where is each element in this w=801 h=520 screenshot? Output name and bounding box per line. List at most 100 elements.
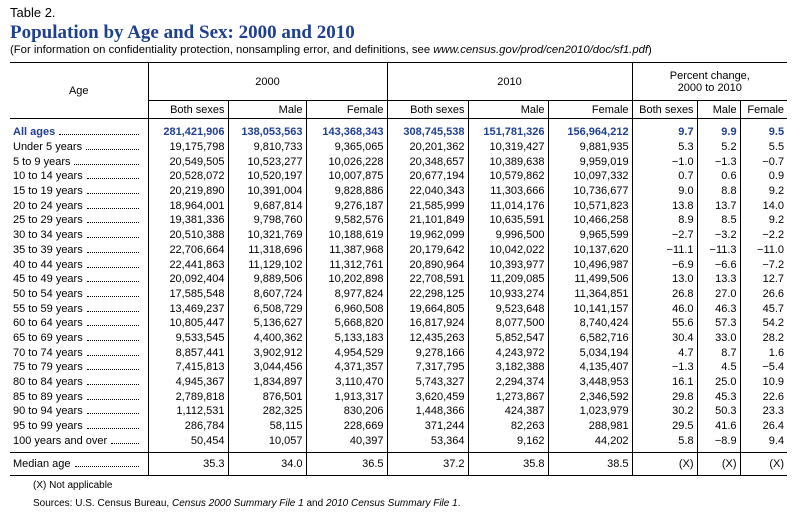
cell: 2,294,374 — [467, 374, 549, 390]
cell: 9.5 — [739, 118, 788, 140]
cell: 9,278,166 — [386, 345, 469, 360]
cell: 9,810,733 — [227, 139, 306, 155]
row-label-text: Under 5 years — [13, 141, 83, 154]
cell: −11.0 — [739, 242, 788, 258]
cell: −11.1 — [631, 242, 698, 258]
cell: 151,781,326 — [467, 118, 549, 140]
cell: −2.7 — [631, 227, 698, 243]
cell: 22,040,343 — [386, 183, 469, 199]
cell: (X) — [631, 452, 698, 476]
cell: 4,945,367 — [147, 374, 228, 390]
leader-dots — [86, 413, 139, 415]
table-row: All ages 281,421,906 138,053,563 143,368,34… — [10, 118, 788, 140]
row-label-text: 40 to 44 years — [13, 258, 83, 271]
leader-dots — [86, 295, 139, 297]
cell: 11,499,506 — [547, 271, 633, 287]
cell: 10,523,277 — [227, 154, 306, 170]
leader-dots — [86, 237, 139, 239]
cell: 7,317,795 — [386, 360, 469, 375]
cell: 8.5 — [696, 213, 741, 228]
row-label: 95 to 99 years — [10, 419, 148, 434]
age-header: Age — [10, 62, 149, 119]
row-label: Median age — [10, 452, 148, 476]
note-text: ) — [648, 44, 652, 56]
cell: 9.7 — [631, 118, 698, 140]
cell: 25.0 — [696, 374, 741, 390]
row-label-text: 60 to 64 years — [13, 317, 83, 330]
table-row: 80 to 84 years 4,945,367 1,834,897 3,110,47… — [10, 374, 788, 390]
leader-dots — [86, 266, 139, 268]
cell: 35.3 — [147, 452, 228, 476]
row-label-text: 35 to 39 years — [13, 243, 83, 256]
header-row: Age 2000 2010 Percent change, 2000 to 2010 — [10, 62, 788, 119]
cell: 11,387,968 — [305, 242, 388, 258]
cell: 286,784 — [147, 418, 228, 434]
leader-dots — [86, 251, 139, 253]
sources-title: 2010 Census Summary File 1 — [325, 498, 458, 509]
cell: −8.9 — [696, 433, 741, 453]
cell: 30.2 — [631, 404, 698, 419]
cell: 20,528,072 — [147, 169, 228, 184]
sources-title: Census 2000 Summary File 1 — [171, 498, 304, 509]
cell: 4,371,357 — [305, 360, 388, 375]
cell: 10,137,620 — [547, 242, 633, 258]
cell: 27.0 — [696, 286, 741, 302]
cell: 20,179,642 — [386, 242, 469, 258]
cell: 10,579,862 — [467, 169, 549, 184]
cell: 3,902,912 — [227, 345, 306, 360]
row-label-wrap: 50 to 54 years — [13, 287, 145, 301]
row-label: Under 5 years — [10, 140, 148, 155]
row-label-text: Median age — [13, 458, 71, 471]
leader-dots — [86, 193, 139, 195]
row-label-wrap: 60 to 64 years — [13, 316, 145, 330]
table-row: 25 to 29 years 19,381,336 9,798,760 9,582,5… — [10, 213, 788, 228]
cell: 22.6 — [739, 389, 788, 405]
table-row: 45 to 49 years 20,092,404 9,889,506 10,202,… — [10, 271, 788, 287]
cell: 143,368,343 — [305, 118, 388, 140]
cell: 11,209,085 — [467, 271, 549, 287]
cell: 28.2 — [739, 330, 788, 346]
row-label-wrap: 100 years and over — [13, 434, 145, 448]
cell: 22,706,664 — [147, 242, 228, 258]
table-row: 75 to 79 years 7,415,813 3,044,456 4,371,35… — [10, 360, 788, 375]
cell: 10,026,228 — [305, 154, 388, 170]
cell: −11.3 — [696, 242, 741, 258]
cell: 33.0 — [696, 330, 741, 346]
row-label-wrap: All ages — [13, 125, 145, 139]
cell: 9,533,545 — [147, 330, 228, 346]
row-label: 15 to 19 years — [10, 184, 148, 199]
cell: 1,023,979 — [547, 404, 633, 419]
row-label-wrap: 85 to 89 years — [13, 390, 145, 404]
row-label-wrap: Under 5 years — [13, 140, 145, 154]
cell: 10.9 — [739, 374, 788, 390]
cell: 5,136,627 — [227, 315, 306, 331]
leader-dots — [86, 310, 139, 312]
cell: 57.3 — [696, 315, 741, 331]
row-label-text: 50 to 54 years — [13, 287, 83, 300]
cell: 54.2 — [739, 315, 788, 331]
cell: 45.3 — [696, 389, 741, 405]
leader-dots — [86, 354, 139, 356]
footnote: (X) Not applicable — [33, 480, 113, 491]
cell: 5,668,820 — [305, 315, 388, 331]
cell: 37.2 — [386, 452, 469, 476]
cell: 9,959,019 — [547, 154, 633, 170]
group-header-line: 2000 to 2010 — [677, 81, 742, 94]
subheader-row: Both sexes Male Female Both sexes Male Female… — [10, 100, 788, 119]
table-row: 95 to 99 years 286,784 58,115 228,669 371,24… — [10, 418, 788, 434]
table-row: Under 5 years 19,175,798 9,810,733 9,365,06… — [10, 139, 788, 155]
cell: 22,298,125 — [386, 286, 469, 302]
cell: 46.3 — [696, 301, 741, 316]
cell: 2,346,592 — [547, 389, 633, 405]
leader-dots — [86, 178, 139, 180]
row-label-text: 70 to 74 years — [13, 346, 83, 359]
row-label-text: 20 to 24 years — [13, 199, 83, 212]
row-label-text: All ages — [13, 126, 56, 139]
cell: 228,669 — [305, 418, 388, 434]
cell: 34.0 — [227, 452, 306, 476]
cell: −5.4 — [739, 360, 788, 375]
cell: 12.7 — [739, 271, 788, 287]
row-label: 10 to 14 years — [10, 169, 148, 184]
row-label: 5 to 9 years — [10, 154, 148, 169]
cell: −6.6 — [696, 257, 741, 272]
